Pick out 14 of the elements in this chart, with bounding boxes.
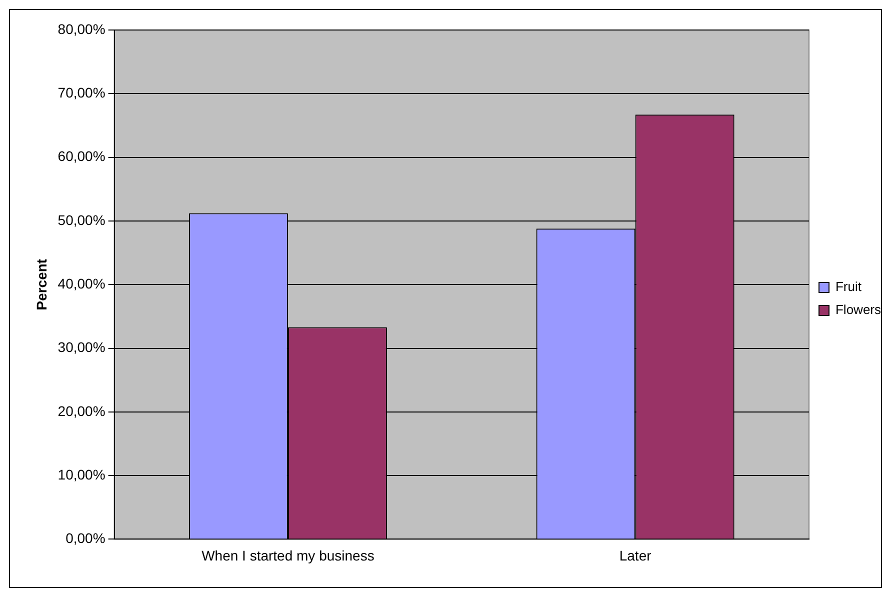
x-tick-label: When I started my business (202, 547, 374, 564)
y-tick-label: 50,00% (58, 212, 106, 228)
y-tick-label: 60,00% (58, 148, 106, 164)
y-tick-label: 0,00% (66, 530, 106, 546)
y-tick-label: 10,00% (58, 466, 106, 482)
y-axis-title: Percent (33, 258, 50, 310)
x-tick-label: Later (619, 547, 652, 564)
legend-label: Flowers (835, 302, 882, 318)
y-tick-label: 30,00% (58, 339, 106, 356)
y-tick-label: 20,00% (58, 402, 106, 419)
y-tick-label: 40,00% (58, 275, 106, 292)
y-tick-label: 70,00% (58, 84, 106, 101)
legend-label: Fruit (835, 279, 862, 294)
y-tick-label: 80,00% (58, 20, 106, 37)
